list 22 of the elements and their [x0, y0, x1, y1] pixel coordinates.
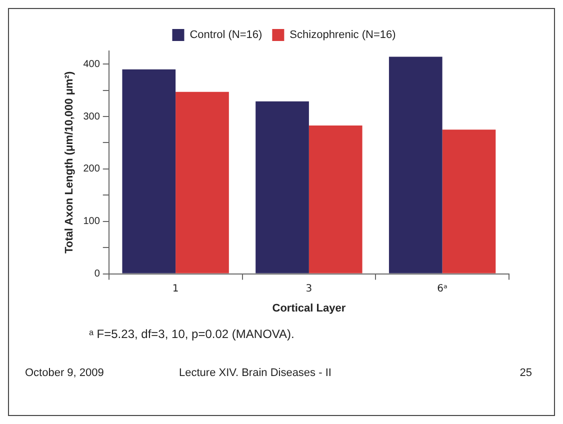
y-tick-label: 100: [83, 216, 100, 228]
text: 25: [520, 367, 532, 379]
bar: [176, 92, 229, 274]
text: October 9, 2009: [25, 367, 104, 379]
x-tick-label: 6ᵃ: [437, 283, 448, 294]
bar: [256, 101, 309, 274]
y-tick-label: 400: [83, 58, 100, 70]
bar: [388, 56, 442, 274]
y-tick-label: 200: [83, 164, 100, 175]
legend-label: Schizophrenic (N=16): [290, 29, 396, 42]
text: ᵃ F=5.23, df=3, 10, p=0.02 (MANOVA).: [89, 327, 294, 341]
x-tick-label: 3: [306, 283, 312, 294]
bar: [308, 125, 362, 274]
bar: [442, 130, 496, 274]
y-tick-label: 300: [83, 111, 100, 122]
x-axis-title: Cortical Layer: [272, 302, 346, 314]
y-tick-label: 0: [94, 268, 100, 280]
x-tick-label: 1: [172, 283, 179, 294]
text: Lecture XIV. Brain Diseases - II: [179, 367, 332, 379]
legend-label: Control (N=16): [190, 29, 262, 42]
bar: [122, 69, 176, 274]
y-axis-title: Total Axon Length (μm/10,000 μm²): [64, 70, 76, 254]
